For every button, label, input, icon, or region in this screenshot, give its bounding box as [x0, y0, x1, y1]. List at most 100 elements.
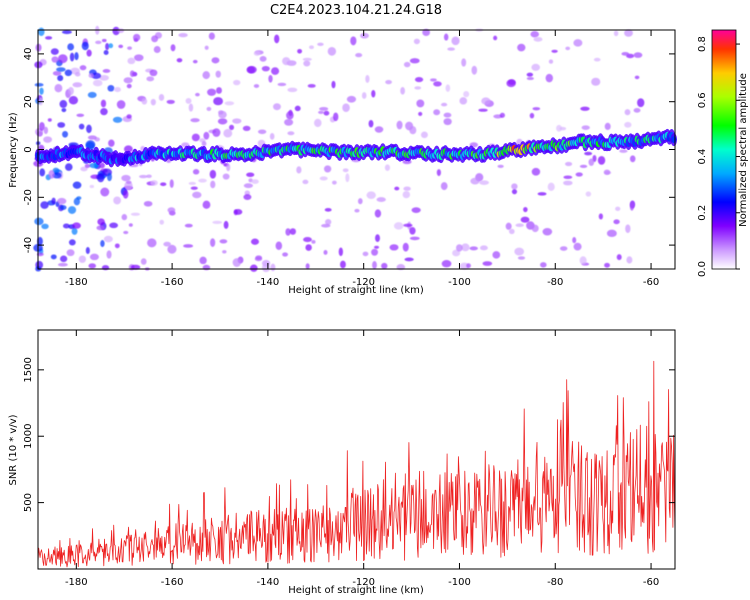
noise-blob	[615, 206, 621, 211]
noise-blob	[403, 61, 411, 68]
y-tick-label: -40	[23, 237, 34, 253]
noise-blob	[114, 243, 120, 249]
spectrogram-x-axis: -180 -160 -140 -120 -100 -80 -60	[65, 30, 659, 288]
noise-blob	[201, 141, 207, 147]
noise-blob	[78, 255, 87, 263]
noise-blob	[88, 263, 97, 269]
noise-blob	[463, 90, 470, 98]
noise-blob	[51, 197, 56, 205]
noise-blob	[321, 223, 331, 228]
noise-blob	[217, 118, 228, 125]
x-tick-label: -100	[448, 277, 471, 288]
noise-blob	[85, 246, 90, 254]
noise-blob	[389, 244, 399, 251]
noise-blob	[413, 38, 420, 45]
noise-blob	[102, 69, 111, 73]
noise-blob	[564, 161, 573, 167]
noise-blob	[357, 198, 363, 205]
noise-blob	[542, 228, 553, 236]
noise-blob	[371, 90, 376, 98]
noise-blob	[188, 181, 196, 185]
noise-blob	[624, 29, 633, 37]
noise-blob	[62, 223, 70, 229]
noise-blob	[339, 260, 346, 269]
noise-blob	[530, 31, 540, 38]
noise-blob	[420, 131, 428, 139]
noise-blob	[92, 79, 103, 87]
snr-panel: -180 -160 -140 -120 -100 -80 -60 500 1000 1500 H…	[8, 329, 676, 596]
noise-blob	[540, 262, 547, 268]
noise-blob	[151, 35, 159, 43]
noise-blob	[202, 71, 211, 80]
noise-blob	[573, 39, 583, 47]
noise-blob	[443, 118, 452, 126]
noise-blob	[515, 223, 524, 228]
noise-blob	[223, 128, 233, 138]
noise-blob	[112, 116, 123, 123]
noise-blob	[409, 58, 420, 64]
noise-blob	[52, 167, 60, 174]
noise-blob	[374, 126, 384, 133]
snr-x-label: Height of straight line (km)	[288, 585, 424, 596]
noise-blob	[289, 228, 297, 235]
noise-blob	[125, 180, 132, 185]
noise-blob	[100, 99, 107, 108]
noise-blob	[400, 86, 405, 95]
colorbar-tick-label: 0.2	[697, 205, 708, 221]
noise-blob	[479, 180, 489, 185]
y-tick-label: 500	[23, 493, 34, 512]
x-tick-label: -160	[161, 277, 184, 288]
noise-blob	[269, 132, 275, 140]
noise-blob	[147, 238, 157, 248]
noise-blob	[261, 263, 271, 273]
noise-blob	[43, 136, 53, 143]
noise-blob	[72, 222, 81, 229]
noise-blob	[616, 254, 622, 261]
noise-blob	[71, 227, 78, 235]
noise-blob	[233, 79, 241, 86]
noise-blob	[342, 168, 349, 173]
y-tick-label: -20	[23, 189, 34, 205]
noise-blob	[212, 128, 221, 137]
noise-blob	[76, 196, 82, 200]
noise-blob	[629, 155, 636, 163]
noise-blob	[531, 224, 539, 233]
noise-blob	[634, 75, 640, 80]
noise-blob	[226, 163, 231, 172]
noise-blob	[192, 59, 198, 64]
noise-blob	[52, 70, 62, 76]
noise-blob	[138, 174, 148, 179]
noise-blob	[210, 180, 216, 189]
noise-blob	[327, 47, 337, 56]
noise-blob	[440, 102, 448, 107]
noise-blob	[402, 242, 409, 252]
noise-blob	[284, 118, 294, 126]
noise-blob	[56, 67, 66, 72]
noise-blob	[581, 125, 590, 130]
noise-blob	[67, 206, 77, 214]
noise-blob	[323, 165, 332, 173]
noise-blob	[113, 196, 122, 205]
noise-blob	[533, 36, 543, 42]
spectrogram-panel: -180 -160 -140 -120 -100 -80 -60 -40 -20 0 20 40 H…	[8, 25, 678, 296]
noise-blob	[216, 87, 222, 94]
x-tick-label: -140	[257, 277, 280, 288]
noise-blob	[629, 202, 634, 211]
noise-blob	[224, 101, 235, 106]
noise-blob	[100, 108, 108, 116]
noise-blob	[257, 129, 267, 135]
noise-blob	[222, 173, 230, 180]
noise-blob	[122, 190, 129, 199]
noise-blob	[159, 219, 164, 225]
noise-blob	[478, 108, 488, 112]
colorbar-tick-label: 0.6	[697, 92, 708, 108]
noise-blob	[178, 33, 188, 38]
noise-blob	[303, 60, 311, 67]
noise-blob	[268, 74, 273, 83]
noise-blob	[323, 250, 328, 255]
noise-blob	[443, 112, 452, 118]
noise-blob	[61, 108, 67, 113]
noise-blob	[451, 36, 460, 46]
noise-blob	[294, 105, 301, 112]
noise-blob	[123, 77, 133, 84]
